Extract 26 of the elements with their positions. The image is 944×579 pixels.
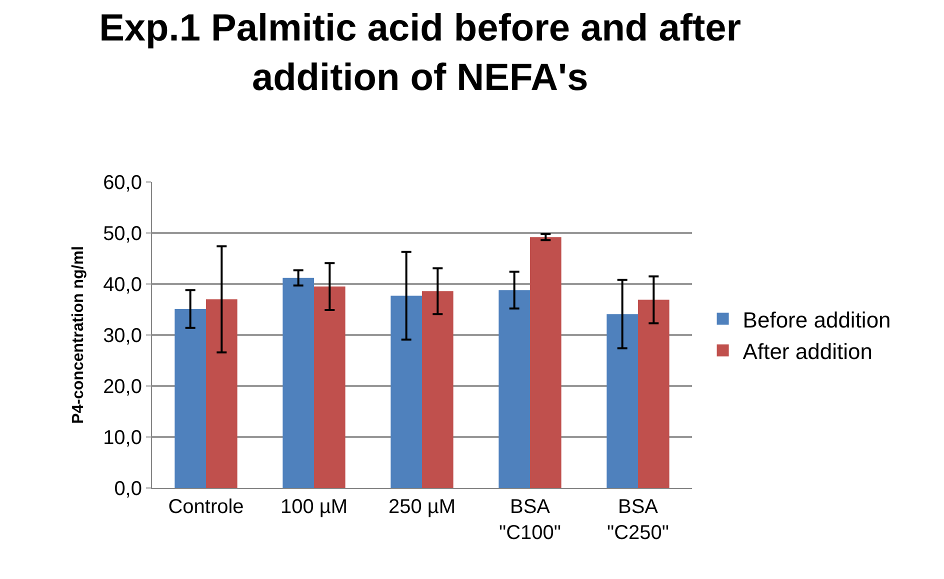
y-axis-title: P4-concentration ng/ml [70, 246, 87, 424]
bar [606, 314, 638, 488]
legend-label: After addition [742, 338, 872, 364]
bar [206, 299, 238, 488]
legend-label: Before addition [742, 307, 891, 332]
bar [638, 300, 670, 488]
y-tick-label: 0,0 [114, 478, 142, 500]
y-tick-label: 20,0 [103, 376, 142, 398]
y-tick-label: 60,0 [103, 172, 142, 194]
chart-title: Exp.1 Palmitic acid before and after addition of NEFA's [99, 8, 742, 99]
y-tick-label: 40,0 [103, 274, 142, 296]
x-tick-label: 100 µM [280, 496, 348, 518]
y-tick-label: 30,0 [103, 325, 142, 347]
x-tick-label: 250 µM [388, 496, 456, 518]
bar [530, 237, 562, 488]
bar [498, 290, 530, 488]
bar [174, 308, 206, 488]
x-tick-label: BSA "C100" [498, 496, 562, 544]
x-tick-label: BSA "C250" [606, 496, 670, 544]
y-tick-label: 10,0 [103, 427, 142, 449]
x-tick-label: Controle [168, 496, 244, 518]
bar [282, 278, 314, 488]
y-tick-label: 50,0 [103, 223, 142, 245]
bar [390, 296, 422, 488]
bar [314, 286, 346, 488]
bar [422, 291, 454, 488]
